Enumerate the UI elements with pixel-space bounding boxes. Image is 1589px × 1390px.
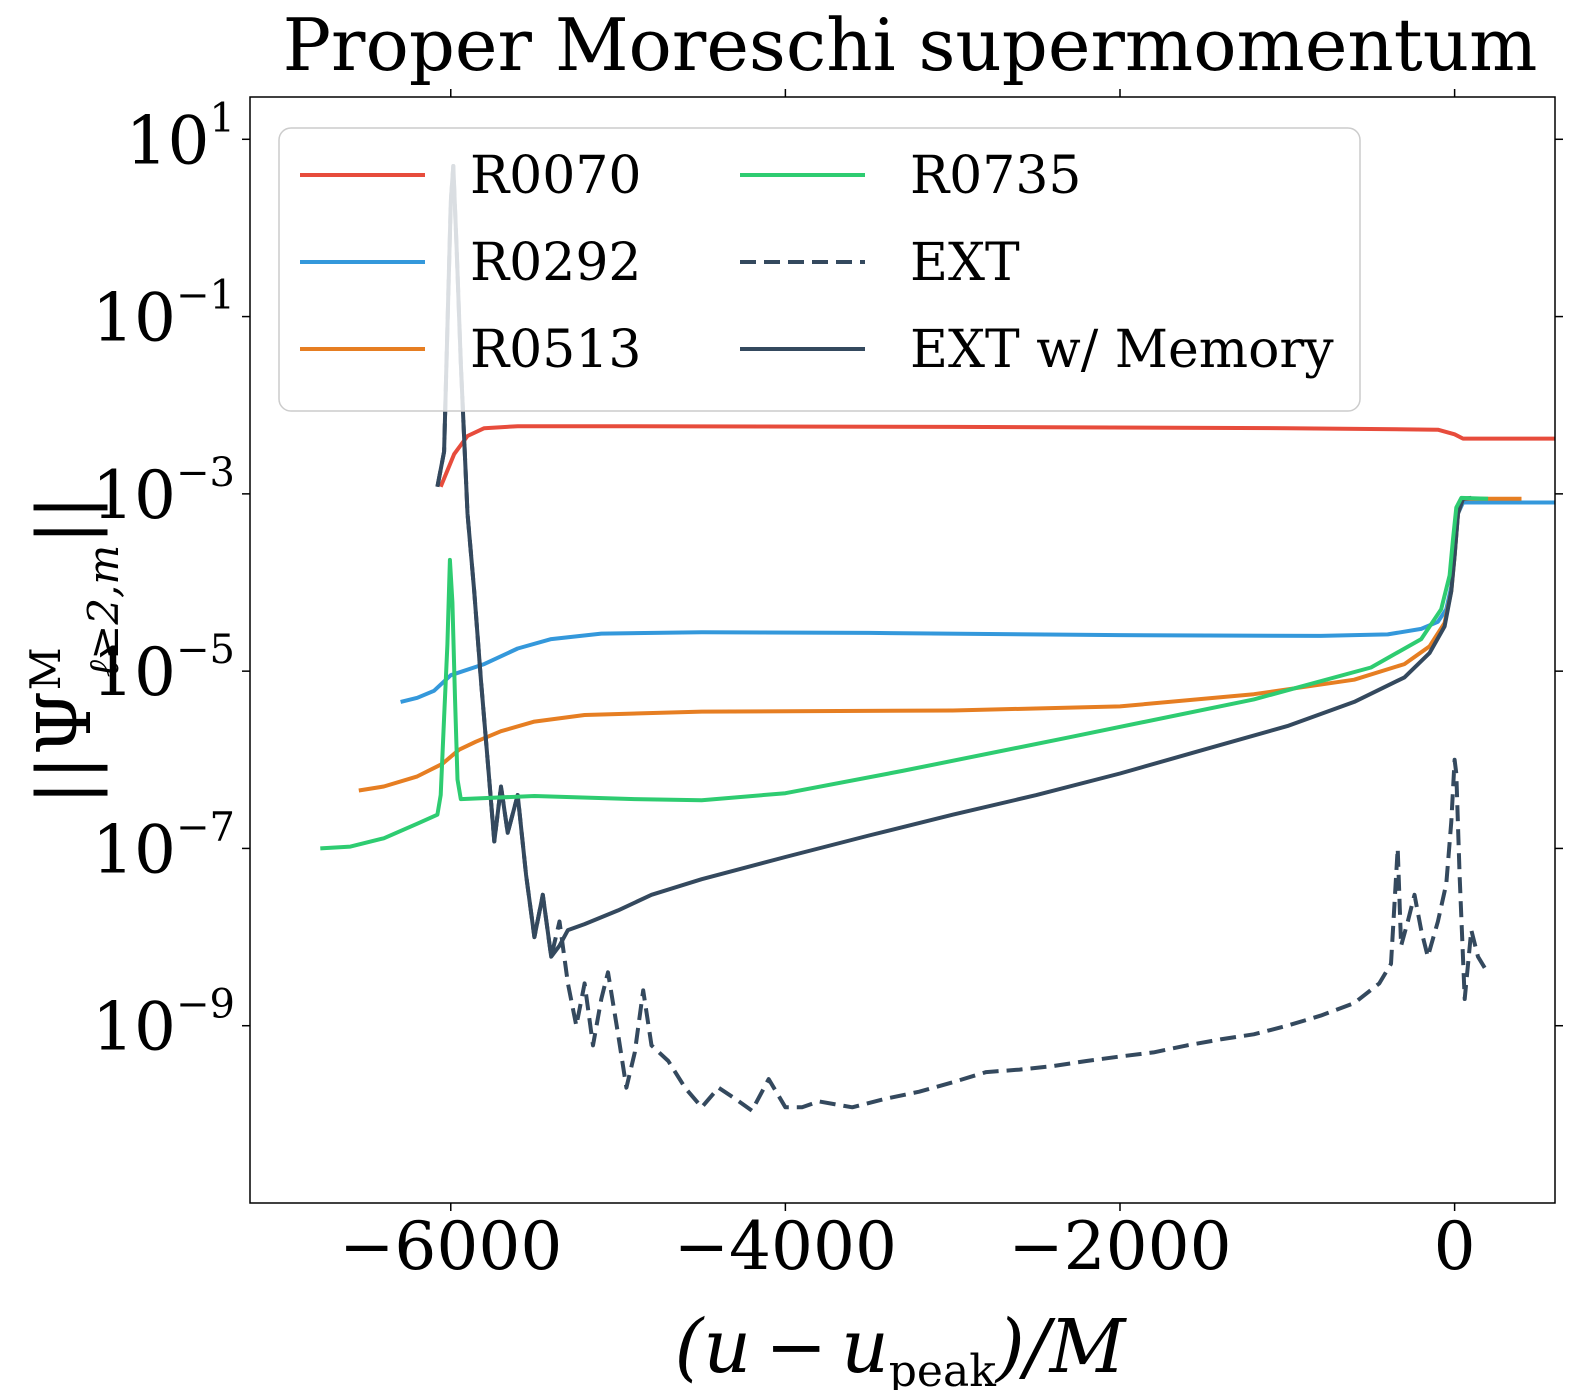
legend-label-r0513: R0513 (470, 320, 642, 380)
plot-frame (249, 96, 1556, 1204)
y-tick-label: 101 (126, 95, 235, 179)
chart-title: Proper Moreschi supermomentum (283, 3, 1538, 87)
y-tick-label: 10−9 (92, 982, 235, 1066)
x-tick-label: −6000 (339, 1208, 562, 1285)
legend-label-r0735: R0735 (910, 146, 1082, 206)
x-tick-label: −4000 (674, 1208, 897, 1285)
legend-label-r0292: R0292 (470, 233, 642, 293)
series-line-r0070 (438, 424, 1555, 488)
x-tick-label: 0 (1434, 1208, 1476, 1285)
y-tick-label: 10−3 (92, 450, 235, 534)
legend-label-ext-w-memory: EXT w/ Memory (910, 320, 1334, 380)
axes: −6000 −4000 −2000 0 101 10−1 10−3 10−5 10−7 10−9 (92, 89, 1563, 1285)
x-axis-label: (u − upeak)/M (675, 1304, 1128, 1390)
legend-label-r0070: R0070 (470, 146, 642, 206)
y-tick-label: 10−1 (92, 273, 235, 357)
series-layer (320, 164, 1555, 1113)
series-line-r0735 (320, 495, 1489, 851)
x-tick-label: −2000 (1008, 1208, 1231, 1285)
legend-label-ext: EXT (910, 233, 1020, 293)
legend-box (278, 127, 1361, 412)
series-line-ext-w-memory (435, 164, 1472, 959)
y-axis-label: ||ΨM ℓ≥2,m|| (21, 495, 128, 805)
legend: R0070 R0292 R0513 R0735 EXT EXT w/ Memory (278, 127, 1361, 412)
y-tick-label: 10−7 (92, 804, 235, 888)
y-tick-label: 10−5 (92, 627, 235, 711)
